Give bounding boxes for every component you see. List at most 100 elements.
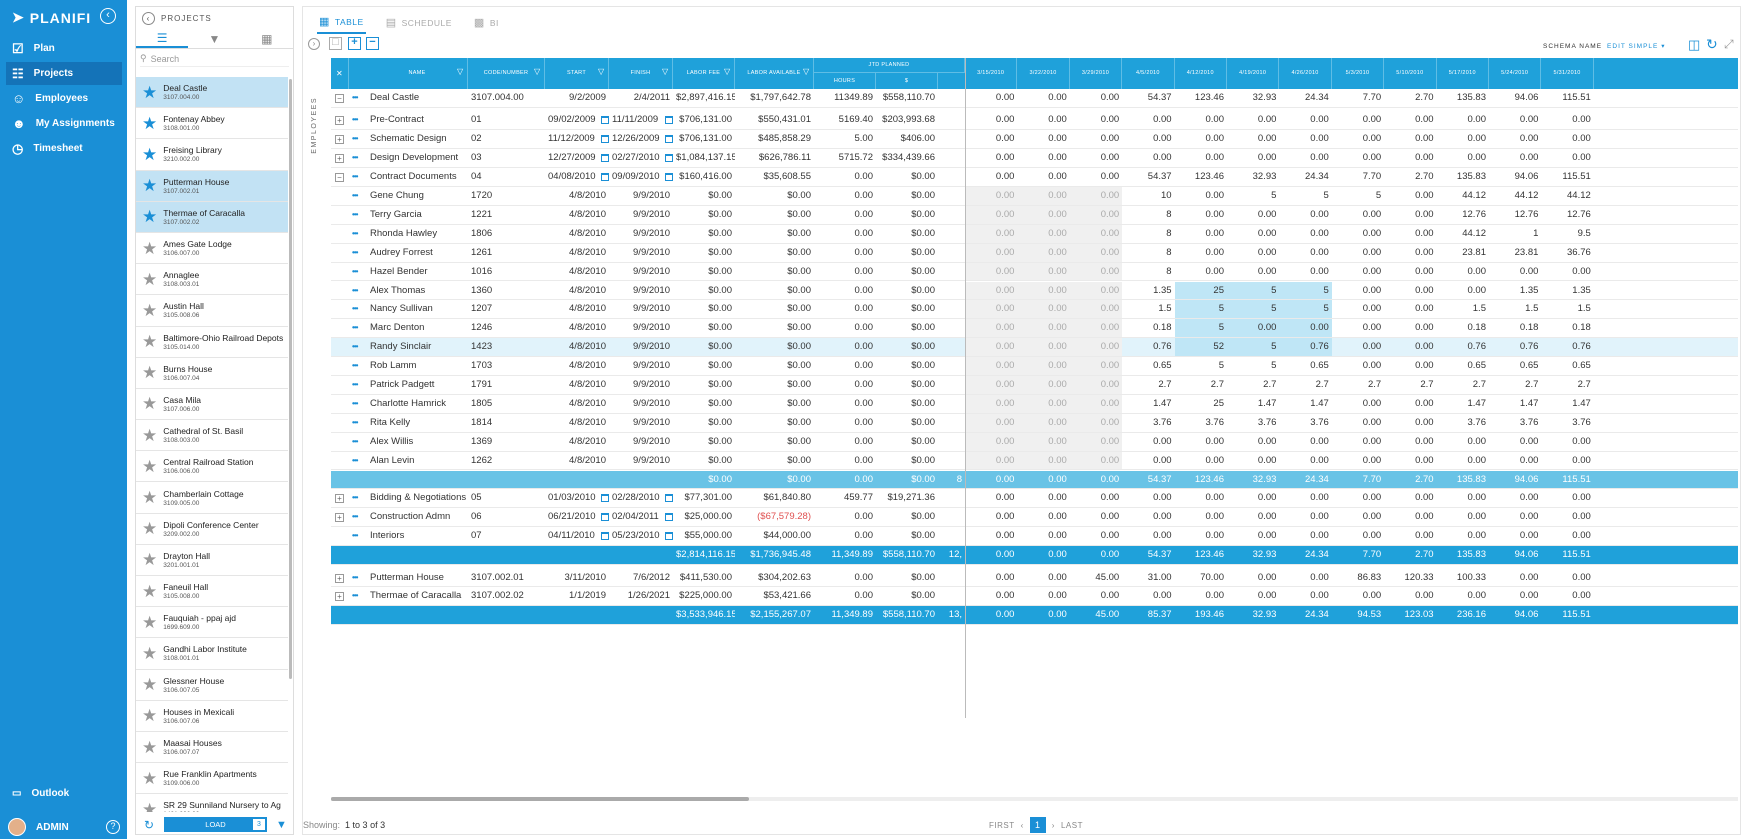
week-value[interactable]: 0.00: [1017, 224, 1070, 243]
column-filter-icon[interactable]: ▽: [662, 67, 669, 76]
week-value[interactable]: 0.00: [1519, 492, 1539, 504]
week-value[interactable]: 0.76: [1572, 341, 1591, 353]
week-value[interactable]: 0.00: [1415, 454, 1434, 466]
search-input[interactable]: Search: [150, 53, 180, 64]
week-value[interactable]: 0.18: [1572, 322, 1591, 334]
week-value[interactable]: 7.70: [1362, 92, 1382, 103]
calendar-icon[interactable]: [665, 154, 673, 163]
week-value[interactable]: 0.65: [1467, 360, 1486, 372]
row-finish[interactable]: 02/28/2010: [612, 492, 660, 504]
week-value[interactable]: 0.00: [1362, 114, 1382, 126]
week-value[interactable]: 0.00: [1467, 284, 1486, 296]
calendar-icon[interactable]: [665, 494, 673, 503]
week-value[interactable]: 0.00: [1100, 92, 1120, 103]
column-header-week[interactable]: 3/22/2010: [1017, 58, 1070, 89]
table-row[interactable]: + ••• Pre-Contract 01 09/02/2009 11/11/2009 $7…: [331, 111, 1738, 131]
star-icon[interactable]: ★: [142, 737, 158, 757]
calendar-icon[interactable]: [601, 154, 609, 163]
row-start[interactable]: 09/02/2009: [548, 114, 596, 126]
column-header-week[interactable]: 5/31/2010: [1541, 58, 1594, 89]
row-actions-icon[interactable]: •••: [352, 209, 358, 219]
project-list-scrollbar[interactable]: [289, 79, 292, 679]
week-value[interactable]: 0.00: [1153, 492, 1172, 504]
week-value[interactable]: 0.00: [1362, 246, 1382, 258]
week-value[interactable]: 2.70: [1415, 473, 1434, 485]
employee-row[interactable]: ••• Patrick Padgett 1791 4/8/2010 9/9/2010 $0…: [331, 376, 1738, 395]
week-value[interactable]: 0.00: [1153, 511, 1172, 523]
week-value[interactable]: 54.37: [1147, 92, 1172, 103]
week-value[interactable]: 1.35: [1519, 284, 1539, 296]
week-value[interactable]: 0.00: [1205, 114, 1224, 126]
row-actions-icon[interactable]: •••: [352, 134, 358, 144]
week-value[interactable]: 0.76: [1279, 338, 1332, 357]
save-icon[interactable]: □: [329, 37, 342, 50]
row-actions-icon[interactable]: •••: [352, 153, 358, 163]
week-value[interactable]: 0.00: [1310, 227, 1329, 239]
week-value[interactable]: 0.00: [1205, 492, 1224, 504]
week-value[interactable]: 0.00: [995, 492, 1015, 504]
week-value[interactable]: 0.00: [1048, 92, 1067, 103]
user-menu[interactable]: ADMIN: [8, 818, 69, 836]
week-value[interactable]: 100.33: [1456, 571, 1486, 583]
week-value[interactable]: 0.00: [1069, 376, 1123, 394]
expand-all-icon[interactable]: +: [348, 37, 361, 50]
project-list-item[interactable]: ★ Maasai Houses 3106.007.07: [136, 732, 288, 764]
week-value[interactable]: 0.00: [1017, 262, 1070, 281]
table-row[interactable]: − ••• Deal Castle 3107.004.00 9/2/2009 2/4/20…: [331, 89, 1738, 108]
week-value[interactable]: 5: [1227, 281, 1280, 300]
week-value[interactable]: 2.70: [1415, 549, 1434, 561]
calendar-icon[interactable]: [665, 173, 673, 182]
star-icon[interactable]: ★: [142, 176, 158, 196]
employee-row[interactable]: ••• Audrey Forrest 1261 4/8/2010 9/9/2010 $0.…: [331, 243, 1738, 263]
week-value[interactable]: 135.83: [1456, 473, 1486, 485]
week-value[interactable]: 44.12: [1462, 190, 1486, 201]
expand-row-icon[interactable]: +: [335, 494, 344, 504]
star-icon[interactable]: ★: [142, 144, 158, 164]
employee-row[interactable]: ••• Alex Willis 1369 4/8/2010 9/9/2010 $0.00 $…: [331, 432, 1738, 452]
star-icon[interactable]: ★: [142, 363, 158, 383]
week-value[interactable]: 0.00: [1048, 530, 1067, 542]
week-value[interactable]: 0.00: [1310, 454, 1329, 466]
week-value[interactable]: 0.00: [1415, 341, 1434, 353]
employee-row[interactable]: ••• Alex Thomas 1360 4/8/2010 9/9/2010 $0.00 $…: [331, 281, 1738, 301]
week-value[interactable]: 0.00: [1153, 435, 1172, 447]
week-value[interactable]: 32.93: [1252, 609, 1277, 621]
calendar-icon[interactable]: [601, 513, 609, 522]
week-value[interactable]: 3.76: [1205, 416, 1224, 428]
week-value[interactable]: 1.35: [1572, 284, 1591, 296]
week-value[interactable]: 0.00: [1572, 454, 1591, 466]
project-list-item[interactable]: ★ Fontenay Abbey 3108.001.00: [136, 108, 288, 140]
week-value[interactable]: 0.00: [1048, 609, 1067, 621]
week-value[interactable]: 0.00: [1100, 530, 1120, 542]
week-value[interactable]: 2.7: [1472, 379, 1486, 390]
week-value[interactable]: 0.00: [1017, 319, 1070, 338]
star-icon[interactable]: ★: [142, 612, 158, 632]
calendar-icon[interactable]: [601, 135, 609, 144]
week-value[interactable]: 0.00: [1017, 243, 1070, 262]
week-value[interactable]: 0.00: [1100, 511, 1120, 523]
week-value[interactable]: 0.00: [1415, 208, 1434, 220]
week-value[interactable]: 0.00: [1257, 152, 1277, 164]
tab-bi[interactable]: ▩ BI: [472, 11, 501, 34]
week-value[interactable]: 135.83: [1456, 171, 1486, 183]
row-actions-icon[interactable]: •••: [352, 285, 358, 295]
row-actions-icon[interactable]: •••: [352, 436, 358, 446]
week-value[interactable]: 0.00: [1048, 171, 1067, 183]
week-value[interactable]: 0.00: [1048, 571, 1067, 583]
week-value[interactable]: 0.00: [1069, 281, 1123, 300]
week-value[interactable]: 0.00: [1467, 454, 1486, 466]
row-actions-icon[interactable]: •••: [352, 266, 358, 276]
column-header-week[interactable]: 5/3/2010: [1332, 58, 1385, 89]
week-value[interactable]: 0.00: [1362, 303, 1382, 315]
week-value[interactable]: 0.00: [1205, 208, 1224, 220]
star-icon[interactable]: ★: [142, 82, 158, 102]
week-value[interactable]: 8: [1166, 208, 1172, 220]
employee-row[interactable]: ••• Rob Lamm 1703 4/8/2010 9/9/2010 $0.00 $0.0…: [331, 357, 1738, 376]
week-value[interactable]: 0.00: [1100, 590, 1120, 602]
week-value[interactable]: 0.00: [1257, 435, 1277, 447]
week-value[interactable]: 0.00: [1572, 265, 1591, 277]
week-value[interactable]: 0.65: [1153, 360, 1172, 372]
collapse-nav-button[interactable]: ‹: [100, 8, 116, 24]
row-actions-icon[interactable]: •••: [352, 228, 358, 238]
week-value[interactable]: 0.00: [1519, 590, 1539, 602]
